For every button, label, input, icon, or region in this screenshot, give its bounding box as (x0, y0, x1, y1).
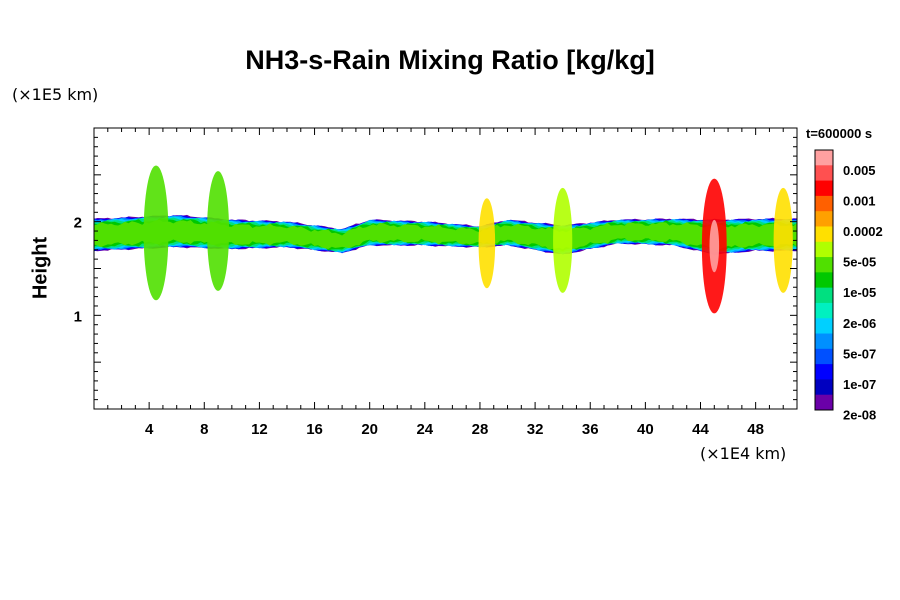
x-tick-label: 8 (200, 421, 208, 438)
x-tick-label: 24 (416, 421, 433, 438)
colorbar-swatch (815, 302, 833, 319)
layer-band (94, 219, 797, 251)
colorbar-swatch (815, 394, 833, 411)
layer-hotspot (478, 198, 496, 289)
colorbar-swatch (815, 150, 833, 166)
colorbar-swatch (815, 272, 833, 289)
chart-title: NH3-s-Rain Mixing Ratio [kg/kg] (245, 45, 655, 75)
colorbar-label: 0.005 (843, 163, 876, 178)
colorbar-label: 5e-05 (843, 255, 876, 270)
x-tick-label: 20 (361, 421, 378, 438)
colorbar-swatch (815, 348, 833, 365)
colorbar-label: 2e-08 (843, 408, 876, 423)
colorbar: 0.005 0.001 0.0002 5e-05 1e-05 2e-06 5e-07 1e-0… (814, 149, 883, 423)
y-axis: 12 (74, 136, 797, 401)
mixing-ratio-layer (94, 165, 797, 314)
x-tick-label: 32 (527, 421, 544, 438)
colorbar-swatch (815, 180, 833, 197)
colorbar-swatch (815, 241, 833, 258)
y-tick-label: 2 (74, 215, 82, 232)
plot-frame (93, 127, 798, 410)
layer-hotspot (553, 187, 573, 293)
x-tick-label: 44 (692, 421, 709, 438)
colorbar-swatch (815, 165, 833, 182)
colorbar-swatch (815, 257, 833, 273)
colorbar-swatch (815, 318, 833, 335)
layer-hotspot (773, 187, 793, 293)
colorbar-label: 2e-06 (843, 316, 876, 331)
colorbar-label: 0.001 (843, 193, 876, 208)
x-axis: 4 8 12 16 20 24 28 32 36 40 44 48 (107, 128, 784, 438)
time-label: t=600000 s (806, 126, 873, 141)
layer-hotspot (143, 165, 169, 301)
colorbar-frame (814, 149, 834, 411)
y-tick-label: 1 (74, 308, 82, 325)
x-axis-unit: (×1E4 km) (700, 444, 787, 463)
layer-hotspot (207, 171, 230, 291)
colorbar-label: 0.0002 (843, 224, 883, 239)
colorbar-swatch (815, 379, 833, 396)
x-tick-label: 16 (306, 421, 323, 438)
colorbar-swatch (815, 211, 833, 227)
colorbar-swatch (815, 195, 833, 212)
x-tick-label: 40 (637, 421, 654, 438)
colorbar-label: 5e-07 (843, 346, 876, 361)
x-tick-label: 28 (472, 421, 489, 438)
x-tick-label: 48 (747, 421, 764, 438)
y-axis-unit: (×1E5 km) (12, 85, 99, 104)
colorbar-label: 1e-07 (843, 377, 876, 392)
colorbar-label: 1e-05 (843, 285, 876, 300)
x-tick-label: 4 (145, 421, 154, 438)
x-tick-label: 36 (582, 421, 599, 438)
colorbar-swatch (815, 364, 833, 380)
x-tick-label: 12 (251, 421, 268, 438)
colorbar-swatch (815, 333, 833, 350)
layer-hotspot (709, 219, 720, 273)
colorbar-swatch (815, 226, 833, 243)
colorbar-swatch (815, 287, 833, 304)
